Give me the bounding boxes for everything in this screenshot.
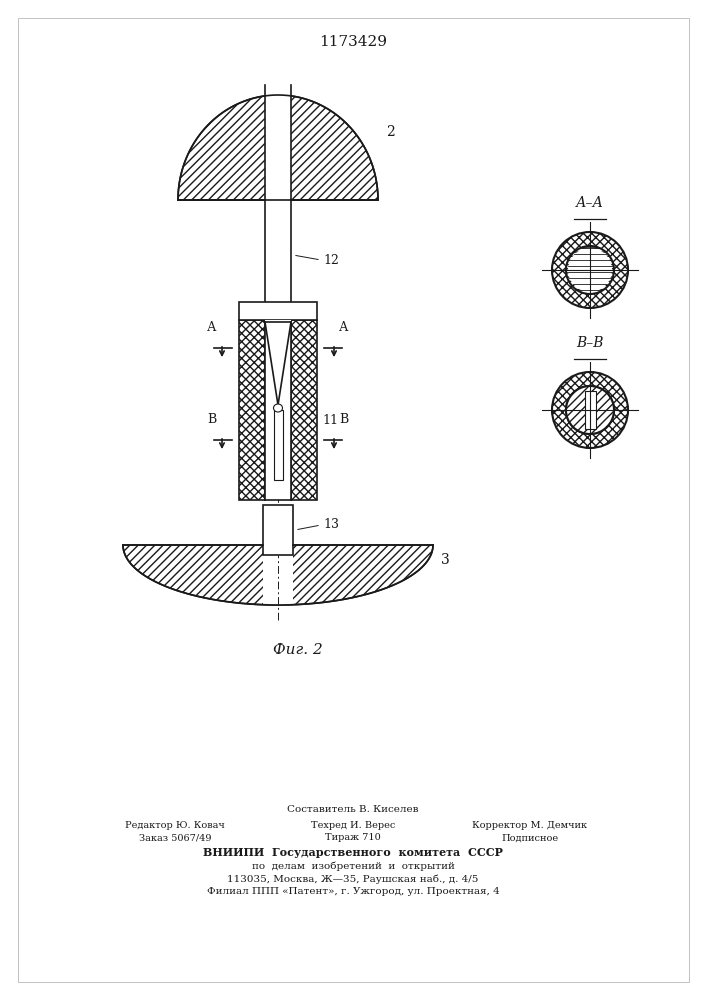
Text: 1173429: 1173429 — [319, 35, 387, 49]
Ellipse shape — [274, 404, 283, 412]
Circle shape — [568, 248, 612, 292]
Text: 113035, Москва, Ж—35, Раушская наб., д. 4/5: 113035, Москва, Ж—35, Раушская наб., д. … — [228, 874, 479, 884]
Text: по  делам  изобретений  и  открытий: по делам изобретений и открытий — [252, 861, 455, 871]
Text: Тираж 710: Тираж 710 — [325, 834, 381, 842]
Text: 11: 11 — [322, 414, 338, 426]
Bar — [265, 67, 291, 202]
Bar — [263, 505, 293, 555]
Bar — [239, 302, 317, 320]
Bar — [239, 320, 265, 500]
Text: В–В: В–В — [576, 336, 604, 350]
Circle shape — [566, 386, 614, 434]
Text: В: В — [339, 413, 349, 426]
Circle shape — [552, 372, 628, 448]
Text: Корректор М. Демчик: Корректор М. Демчик — [472, 820, 588, 830]
Polygon shape — [178, 95, 378, 200]
Text: 3: 3 — [441, 553, 450, 567]
Polygon shape — [123, 545, 433, 605]
Text: Техред И. Верес: Техред И. Верес — [311, 820, 395, 830]
Text: Редактор Ю. Ковач: Редактор Ю. Ковач — [125, 820, 225, 830]
Text: Заказ 5067/49: Заказ 5067/49 — [139, 834, 211, 842]
Text: А: А — [339, 321, 349, 334]
Text: 13: 13 — [323, 518, 339, 532]
Text: А–А: А–А — [576, 196, 604, 210]
Text: А: А — [207, 321, 217, 334]
Text: В: В — [207, 413, 216, 426]
Bar — [265, 200, 291, 320]
Bar — [263, 540, 293, 605]
Circle shape — [566, 246, 614, 294]
Text: 12: 12 — [323, 253, 339, 266]
Text: 2: 2 — [386, 125, 395, 139]
Text: Подписное: Подписное — [501, 834, 559, 842]
Bar — [291, 320, 317, 500]
Text: Фиг. 2: Фиг. 2 — [273, 643, 323, 657]
Circle shape — [552, 232, 628, 308]
Text: Филиал ППП «Патент», г. Ужгород, ул. Проектная, 4: Филиал ППП «Патент», г. Ужгород, ул. Про… — [206, 888, 499, 896]
Bar — [274, 410, 283, 480]
Bar — [265, 320, 291, 500]
Bar — [585, 391, 595, 429]
Text: ВНИИПИ  Государственного  комитета  СССР: ВНИИПИ Государственного комитета СССР — [203, 848, 503, 858]
Circle shape — [566, 386, 614, 434]
Text: Составитель В. Киселев: Составитель В. Киселев — [287, 804, 419, 814]
